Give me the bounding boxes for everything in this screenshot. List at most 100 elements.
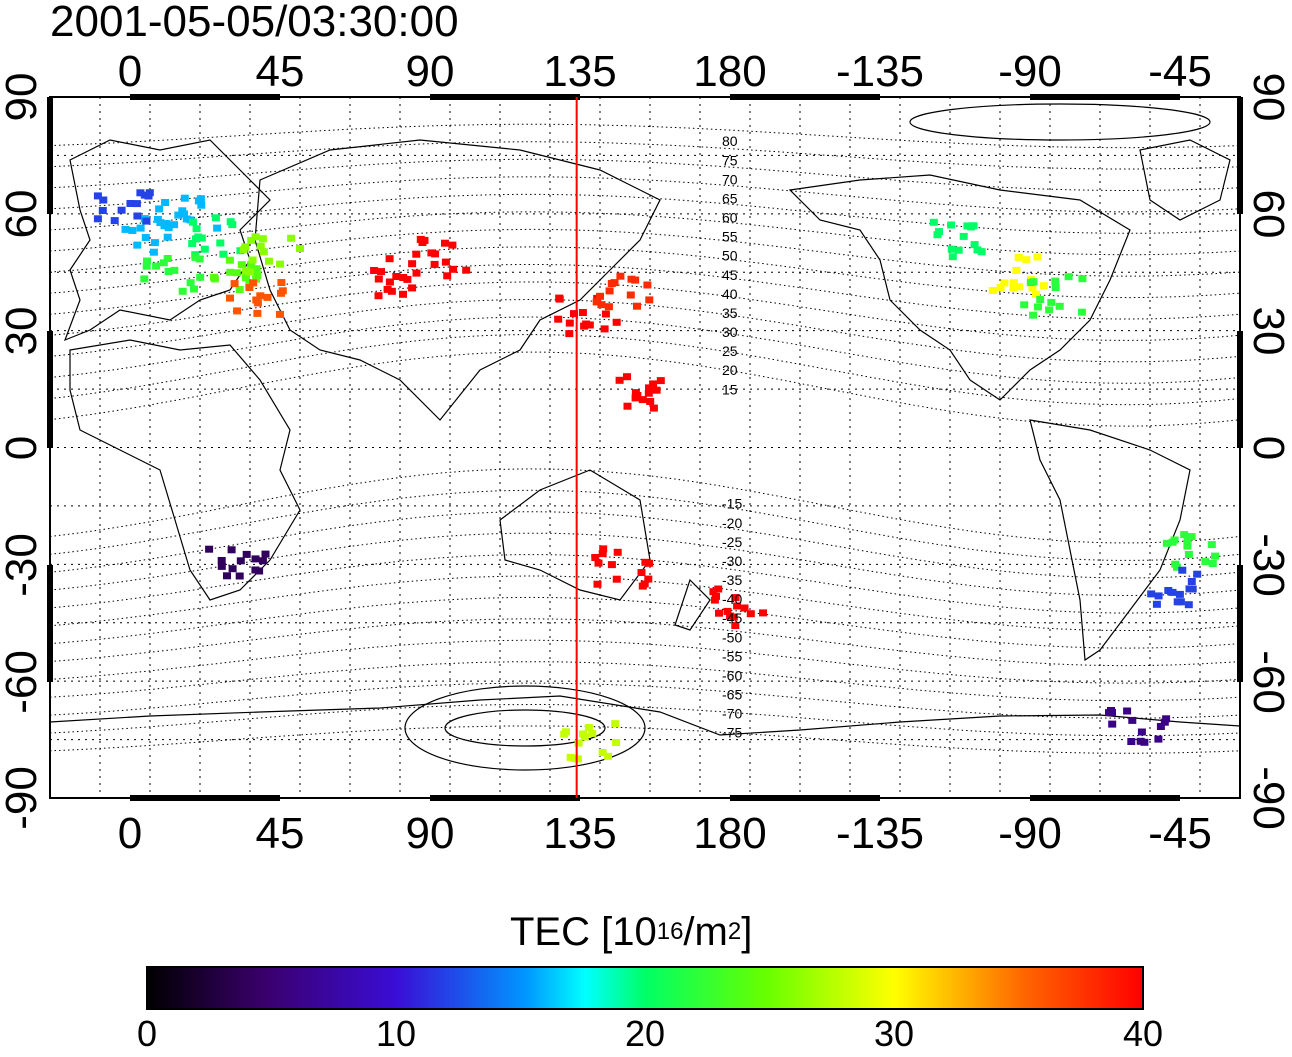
- tec-cell: [1105, 707, 1171, 746]
- bottom-lon-tick: 90: [406, 809, 455, 858]
- bottom-lon-tick: 0: [118, 809, 142, 858]
- contour-label: 20: [722, 362, 738, 378]
- contour-label: 75: [722, 152, 738, 168]
- right-lat-tick: 0: [1244, 436, 1292, 460]
- contour-label: -60: [722, 667, 742, 683]
- magnetic-contour: [50, 228, 1240, 277]
- tec-cell: [1020, 273, 1087, 319]
- magnetic-contour: [50, 618, 1240, 667]
- tec-cells: [93, 189, 1220, 763]
- colorbar-label-exponent: 16: [656, 918, 684, 945]
- contour-label: -35: [722, 572, 742, 588]
- magnetic-contour: [50, 511, 1240, 579]
- tec-cell: [140, 253, 205, 295]
- colorbar-tick: 30: [873, 1013, 915, 1054]
- contour-label: -40: [722, 591, 742, 607]
- contour-label: -45: [722, 610, 742, 626]
- contour-label: -65: [722, 687, 742, 703]
- magnetic-contour: [50, 158, 1240, 191]
- colorbar-tick: 0: [136, 1013, 158, 1054]
- contour-label: 35: [722, 305, 738, 321]
- contour-label: 55: [722, 229, 738, 245]
- colorbar: [146, 966, 1144, 1010]
- left-lat-tick: 30: [0, 307, 46, 356]
- left-lat-tick: 90: [0, 73, 46, 122]
- magnetic-contour: [50, 176, 1240, 213]
- contour-label: 60: [722, 210, 738, 226]
- right-lat-tick: -30: [1244, 533, 1292, 597]
- bottom-lon-tick: -135: [836, 809, 924, 858]
- contour-label: -75: [722, 725, 742, 741]
- tec-cell: [1162, 531, 1220, 571]
- magnetic-contour: [50, 639, 1240, 684]
- right-lat-ticks: 90 60 30 0 -30 -60 -90: [1244, 73, 1292, 830]
- contour-label: 45: [722, 267, 738, 283]
- tec-cell: [408, 235, 471, 280]
- tec-cell: [205, 545, 270, 580]
- tec-cell: [929, 218, 986, 261]
- contour-label: 65: [722, 190, 738, 206]
- tec-cell: [239, 233, 304, 276]
- contour-label: 40: [722, 286, 738, 302]
- colorbar-tick: 20: [624, 1013, 666, 1054]
- contour-label: -25: [722, 534, 742, 550]
- polar-contour: [909, 103, 1211, 141]
- top-lon-tick: 0: [118, 47, 142, 96]
- right-lat-tick: -90: [1244, 766, 1292, 830]
- tec-cell: [93, 189, 154, 225]
- left-lat-tick: -90: [0, 766, 46, 830]
- tec-cell: [226, 279, 287, 318]
- contour-label: -20: [722, 515, 742, 531]
- map-title: 2001-05-05/03:30:00: [50, 0, 459, 46]
- bottom-lon-ticks: 0 45 90 135 180 -135 -90 -45: [118, 809, 1212, 858]
- magnetic-contour: [50, 316, 1240, 384]
- contour-label: -50: [722, 629, 742, 645]
- bottom-lon-tick: -45: [1148, 809, 1212, 858]
- right-lat-tick: -60: [1244, 650, 1292, 714]
- right-lat-tick: 90: [1244, 73, 1292, 122]
- tec-cell: [709, 585, 767, 629]
- top-lon-tick: 45: [256, 47, 305, 96]
- contour-label: 25: [722, 343, 738, 359]
- magnetic-contour: [50, 682, 1240, 719]
- magnetic-contour: [50, 193, 1240, 234]
- left-lat-tick: -30: [0, 533, 46, 597]
- colorbar-label-unit: /m: [683, 910, 728, 954]
- tec-cell: [1147, 566, 1202, 609]
- left-lat-tick: 0: [0, 436, 46, 460]
- tec-cell: [370, 255, 421, 300]
- contour-label: -15: [722, 496, 742, 512]
- coastlines: [50, 139, 1240, 736]
- contour-label: 15: [722, 381, 738, 397]
- magnetic-contour: [50, 299, 1240, 363]
- top-lon-tick: 135: [543, 47, 616, 96]
- left-lat-ticks: 90 60 30 0 -30 -60 -90: [0, 73, 46, 830]
- top-lon-tick: 90: [406, 47, 455, 96]
- magnetic-contour: [50, 532, 1240, 596]
- colorbar-label: TEC [1016/m2]: [510, 908, 752, 962]
- magnetic-contour: [50, 661, 1240, 702]
- magnetic-contour: [50, 123, 1240, 149]
- tec-cell: [121, 215, 173, 256]
- contour-label: 30: [722, 324, 738, 340]
- contour-labels: 80 75 70 65 60 55 50 45 40 35 30 25 20 15 -15 -20 -25 -30…: [722, 133, 742, 741]
- colorbar-label-exponent2: 2: [727, 918, 742, 945]
- colorbar-label-prefix: TEC [10: [510, 910, 657, 954]
- contour-label: -70: [722, 706, 742, 722]
- tec-cell: [591, 545, 654, 590]
- contour-label: -30: [722, 553, 742, 569]
- left-lat-tick: 60: [0, 190, 46, 239]
- polar-contour: [444, 709, 606, 747]
- magnetic-contour: [50, 704, 1240, 737]
- bottom-lon-tick: 180: [693, 809, 766, 858]
- colorbar-tick: 10: [375, 1013, 417, 1054]
- tec-cell: [615, 373, 665, 412]
- contour-label: 70: [722, 171, 738, 187]
- bottom-lon-tick: -90: [998, 809, 1062, 858]
- right-lat-tick: 60: [1244, 190, 1292, 239]
- magnetic-contour: [50, 141, 1240, 170]
- tec-cell: [592, 272, 654, 311]
- contour-label: -55: [722, 648, 742, 664]
